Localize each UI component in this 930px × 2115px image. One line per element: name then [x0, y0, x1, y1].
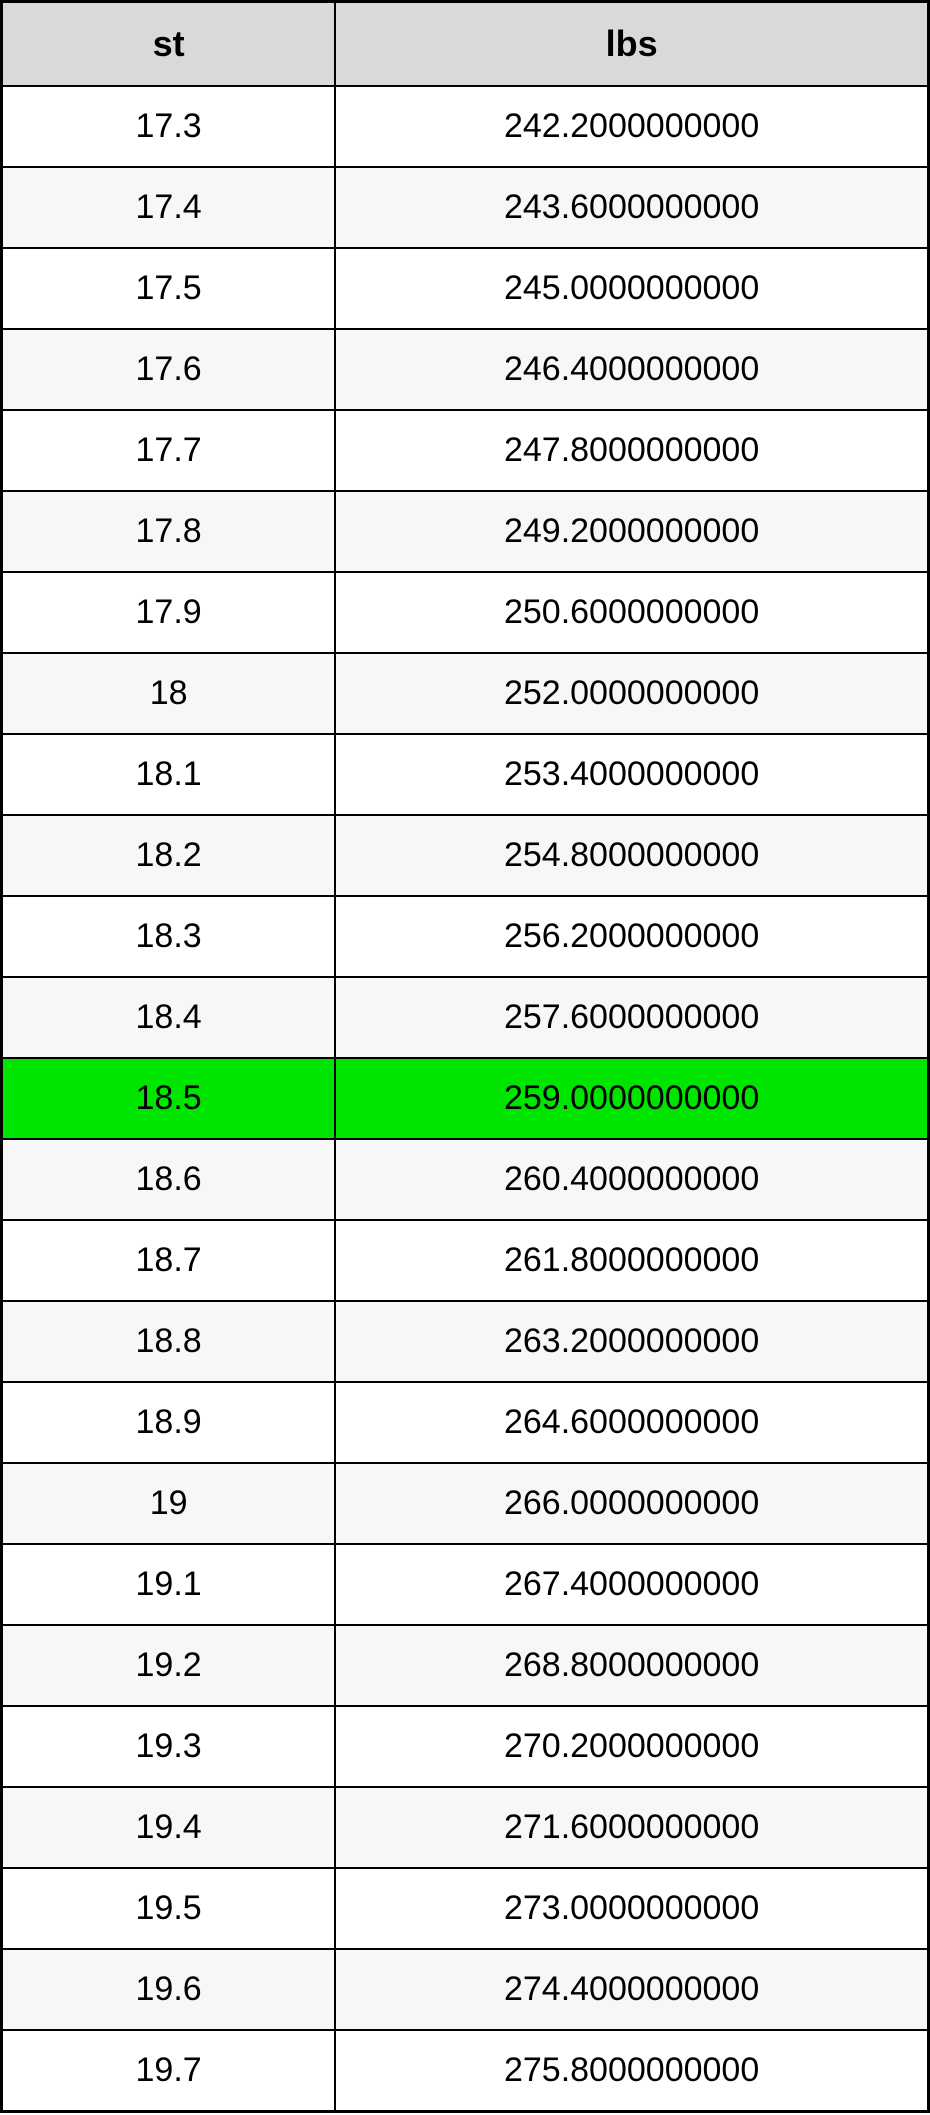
cell-st: 18.7 — [2, 1220, 336, 1301]
table-row: 18.1253.4000000000 — [2, 734, 929, 815]
cell-st: 19.3 — [2, 1706, 336, 1787]
cell-st: 18.9 — [2, 1382, 336, 1463]
table-row: 18.9264.6000000000 — [2, 1382, 929, 1463]
table-row: 19266.0000000000 — [2, 1463, 929, 1544]
cell-st: 19.2 — [2, 1625, 336, 1706]
cell-st: 18.3 — [2, 896, 336, 977]
table-row: 18.8263.2000000000 — [2, 1301, 929, 1382]
table-row: 19.3270.2000000000 — [2, 1706, 929, 1787]
cell-st: 17.7 — [2, 410, 336, 491]
table-row: 19.6274.4000000000 — [2, 1949, 929, 2030]
cell-lbs: 261.8000000000 — [335, 1220, 928, 1301]
header-st: st — [2, 2, 336, 87]
table-row: 18.5259.0000000000 — [2, 1058, 929, 1139]
cell-lbs: 264.6000000000 — [335, 1382, 928, 1463]
cell-lbs: 243.6000000000 — [335, 167, 928, 248]
cell-st: 18.8 — [2, 1301, 336, 1382]
cell-st: 17.8 — [2, 491, 336, 572]
table-row: 18.2254.8000000000 — [2, 815, 929, 896]
cell-lbs: 249.2000000000 — [335, 491, 928, 572]
cell-st: 18.5 — [2, 1058, 336, 1139]
table-row: 17.7247.8000000000 — [2, 410, 929, 491]
cell-st: 18 — [2, 653, 336, 734]
table-row: 17.3242.2000000000 — [2, 86, 929, 167]
cell-st: 18.1 — [2, 734, 336, 815]
cell-st: 19.1 — [2, 1544, 336, 1625]
table-row: 18252.0000000000 — [2, 653, 929, 734]
cell-st: 17.3 — [2, 86, 336, 167]
table-row: 18.4257.6000000000 — [2, 977, 929, 1058]
cell-lbs: 250.6000000000 — [335, 572, 928, 653]
cell-st: 19.7 — [2, 2030, 336, 2112]
cell-lbs: 256.2000000000 — [335, 896, 928, 977]
cell-lbs: 274.4000000000 — [335, 1949, 928, 2030]
table-row: 19.1267.4000000000 — [2, 1544, 929, 1625]
cell-lbs: 271.6000000000 — [335, 1787, 928, 1868]
cell-lbs: 266.0000000000 — [335, 1463, 928, 1544]
table-row: 19.7275.8000000000 — [2, 2030, 929, 2112]
table-row: 17.5245.0000000000 — [2, 248, 929, 329]
header-lbs: lbs — [335, 2, 928, 87]
table-header-row: st lbs — [2, 2, 929, 87]
cell-st: 18.4 — [2, 977, 336, 1058]
cell-lbs: 273.0000000000 — [335, 1868, 928, 1949]
cell-st: 19.4 — [2, 1787, 336, 1868]
table-row: 17.6246.4000000000 — [2, 329, 929, 410]
cell-st: 17.4 — [2, 167, 336, 248]
cell-lbs: 260.4000000000 — [335, 1139, 928, 1220]
table-row: 18.7261.8000000000 — [2, 1220, 929, 1301]
cell-st: 19 — [2, 1463, 336, 1544]
cell-lbs: 247.8000000000 — [335, 410, 928, 491]
cell-lbs: 253.4000000000 — [335, 734, 928, 815]
cell-lbs: 268.8000000000 — [335, 1625, 928, 1706]
cell-lbs: 275.8000000000 — [335, 2030, 928, 2112]
cell-lbs: 245.0000000000 — [335, 248, 928, 329]
conversion-table: st lbs 17.3242.200000000017.4243.6000000… — [0, 0, 930, 2113]
cell-lbs: 267.4000000000 — [335, 1544, 928, 1625]
cell-st: 18.6 — [2, 1139, 336, 1220]
cell-lbs: 252.0000000000 — [335, 653, 928, 734]
cell-lbs: 259.0000000000 — [335, 1058, 928, 1139]
cell-st: 19.6 — [2, 1949, 336, 2030]
cell-lbs: 270.2000000000 — [335, 1706, 928, 1787]
cell-st: 18.2 — [2, 815, 336, 896]
table-row: 18.3256.2000000000 — [2, 896, 929, 977]
cell-st: 17.6 — [2, 329, 336, 410]
cell-lbs: 257.6000000000 — [335, 977, 928, 1058]
cell-lbs: 242.2000000000 — [335, 86, 928, 167]
cell-lbs: 246.4000000000 — [335, 329, 928, 410]
table-row: 17.4243.6000000000 — [2, 167, 929, 248]
cell-st: 17.5 — [2, 248, 336, 329]
table-row: 19.2268.8000000000 — [2, 1625, 929, 1706]
table-row: 19.4271.6000000000 — [2, 1787, 929, 1868]
cell-st: 17.9 — [2, 572, 336, 653]
table-row: 18.6260.4000000000 — [2, 1139, 929, 1220]
cell-st: 19.5 — [2, 1868, 336, 1949]
table-row: 17.9250.6000000000 — [2, 572, 929, 653]
cell-lbs: 263.2000000000 — [335, 1301, 928, 1382]
cell-lbs: 254.8000000000 — [335, 815, 928, 896]
table-row: 19.5273.0000000000 — [2, 1868, 929, 1949]
table-row: 17.8249.2000000000 — [2, 491, 929, 572]
